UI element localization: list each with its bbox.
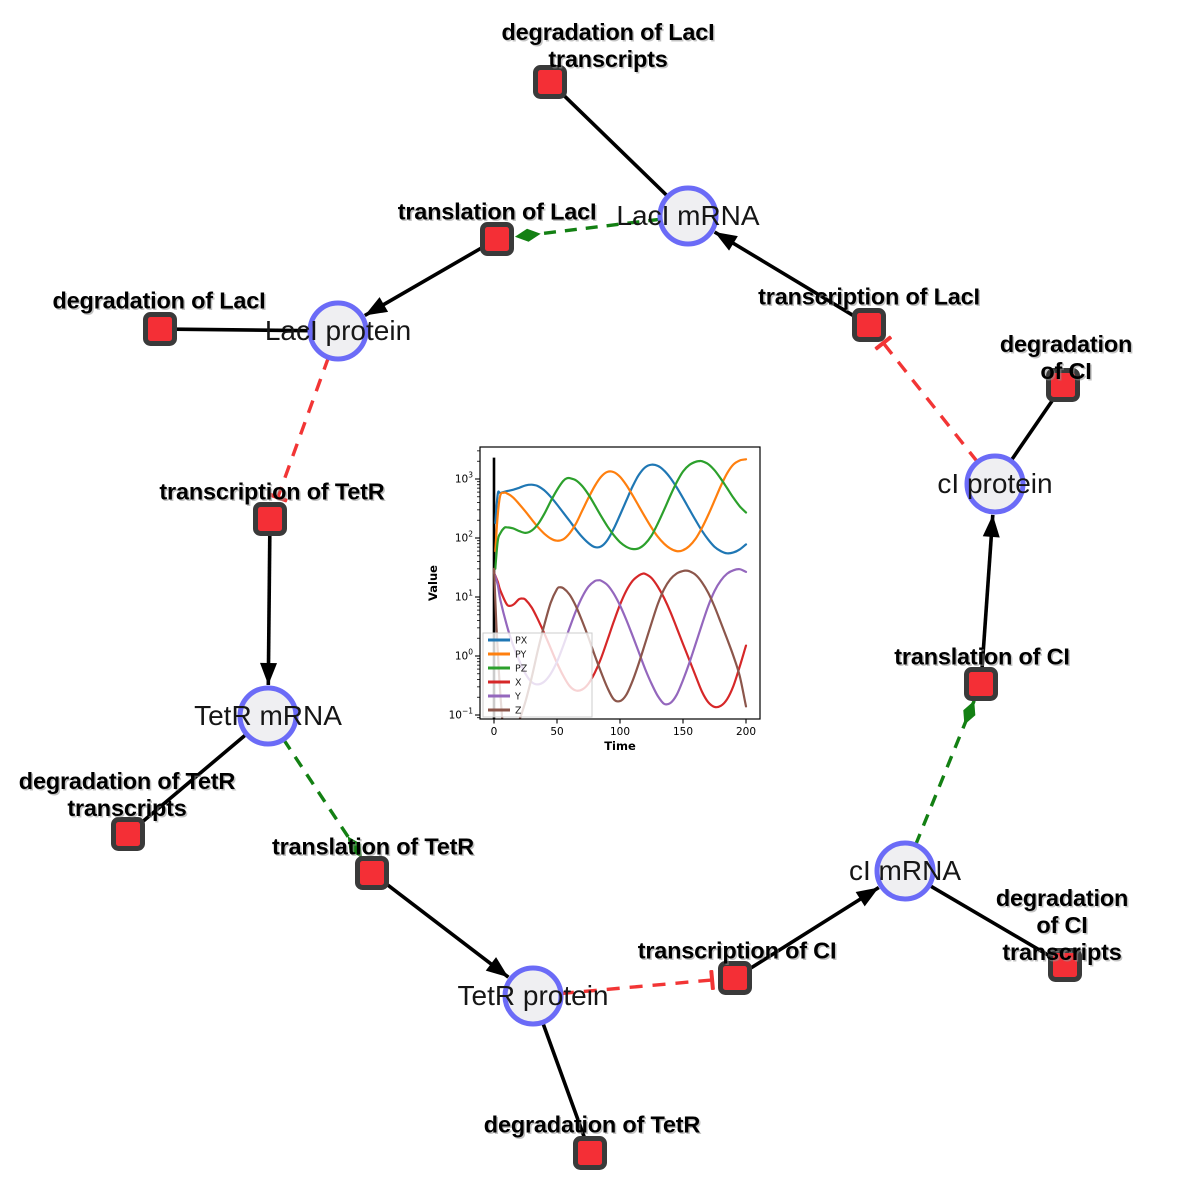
- edge-production-translation-tetr-to-tetr-protein: [382, 880, 510, 979]
- legend-label-PY: PY: [515, 650, 527, 661]
- edge-production-transcription-ci-to-ci-mrna: [746, 885, 880, 972]
- species-node-tetr-protein: [502, 965, 564, 1027]
- y-tick-label: 101: [455, 589, 473, 604]
- legend-label-Z: Z: [515, 706, 522, 717]
- reaction-node-deg-laci-transcripts: [533, 65, 567, 99]
- series-line-PY: [494, 458, 748, 553]
- edge-inhibition-laci-protein-to-transcription-tetr: [267, 356, 331, 503]
- x-tick-label: 50: [550, 726, 563, 738]
- x-tick-label: 150: [673, 726, 693, 738]
- timeseries-inset-plot: 0 50 100 150 20010310210110010−1TimeValuePXP…: [425, 430, 781, 764]
- legend-label-X: X: [515, 678, 522, 689]
- x-tick-label: 0: [491, 726, 498, 738]
- reaction-node-deg-tetr-transcripts: [111, 817, 145, 851]
- species-node-ci-protein: [964, 453, 1026, 515]
- legend-box: [482, 632, 593, 718]
- y-tick-label: 103: [455, 471, 473, 486]
- x-tick-label: 100: [610, 726, 630, 738]
- edge-modifier-tetr-mrna-to-translation-tetr: [282, 738, 364, 859]
- reaction-node-transcription-ci: [718, 961, 752, 995]
- edge-consumption-laci-mrna-to-deg-laci-transcripts: [559, 91, 670, 198]
- reaction-node-translation-ci: [964, 667, 998, 701]
- nodes-layer: [111, 65, 1082, 1170]
- edges-layer: [138, 91, 1056, 1140]
- series-line-PZ: [494, 459, 748, 570]
- species-node-laci-mrna: [657, 185, 719, 247]
- y-tick-label: 100: [455, 648, 473, 663]
- edge-consumption-tetr-protein-to-deg-tetr: [540, 1021, 587, 1140]
- legend-label-PZ: PZ: [515, 664, 528, 675]
- reaction-node-transcription-laci: [852, 308, 886, 342]
- edge-consumption-laci-protein-to-deg-laci: [174, 327, 311, 333]
- edge-inhibition-ci-protein-to-transcription-laci: [874, 335, 979, 464]
- edge-production-transcription-laci-to-laci-mrna: [713, 230, 858, 319]
- edge-consumption-tetr-mrna-to-deg-tetr-transcripts: [138, 732, 248, 826]
- edge-consumption-ci-protein-to-deg-ci: [1009, 396, 1056, 462]
- edge-production-transcription-tetr-to-tetr-mrna: [260, 533, 278, 686]
- y-tick-label: 10−1: [449, 707, 474, 722]
- y-tick-label: 102: [455, 530, 473, 545]
- edge-modifier-laci-mrna-to-translation-laci: [514, 217, 661, 242]
- axis-ticks: 0 50 100 150 200 103 102 101 100 10−1: [449, 450, 756, 738]
- reaction-node-translation-tetr: [355, 856, 389, 890]
- legend-label-Y: Y: [514, 692, 521, 703]
- species-node-ci-mrna: [874, 840, 936, 902]
- species-node-tetr-mrna: [237, 685, 299, 747]
- edge-production-translation-laci-to-laci-protein: [363, 244, 485, 318]
- edge-production-translation-ci-to-ci-protein: [980, 514, 1000, 670]
- series-line-X: [492, 571, 748, 709]
- reaction-node-deg-ci: [1046, 368, 1080, 402]
- reaction-node-transcription-tetr: [253, 502, 287, 536]
- x-axis-label: Time: [604, 739, 636, 753]
- edge-inhibition-tetr-protein-to-transcription-ci: [560, 969, 715, 996]
- x-tick-label: 200: [736, 726, 756, 738]
- edge-modifier-ci-mrna-to-translation-ci: [913, 700, 976, 846]
- legend: PX PY PZ XYZ: [482, 632, 593, 718]
- reaction-node-deg-tetr: [573, 1136, 607, 1170]
- species-node-laci-protein: [307, 300, 369, 362]
- reaction-node-deg-ci-transcripts: [1048, 948, 1082, 982]
- edge-consumption-ci-mrna-to-deg-ci-transcripts: [928, 883, 1054, 959]
- reaction-node-deg-laci: [143, 312, 177, 346]
- legend-label-PX: PX: [515, 636, 528, 647]
- series-line-PX: [494, 463, 748, 555]
- y-axis-label: Value: [426, 565, 440, 601]
- reaction-node-translation-laci: [480, 222, 514, 256]
